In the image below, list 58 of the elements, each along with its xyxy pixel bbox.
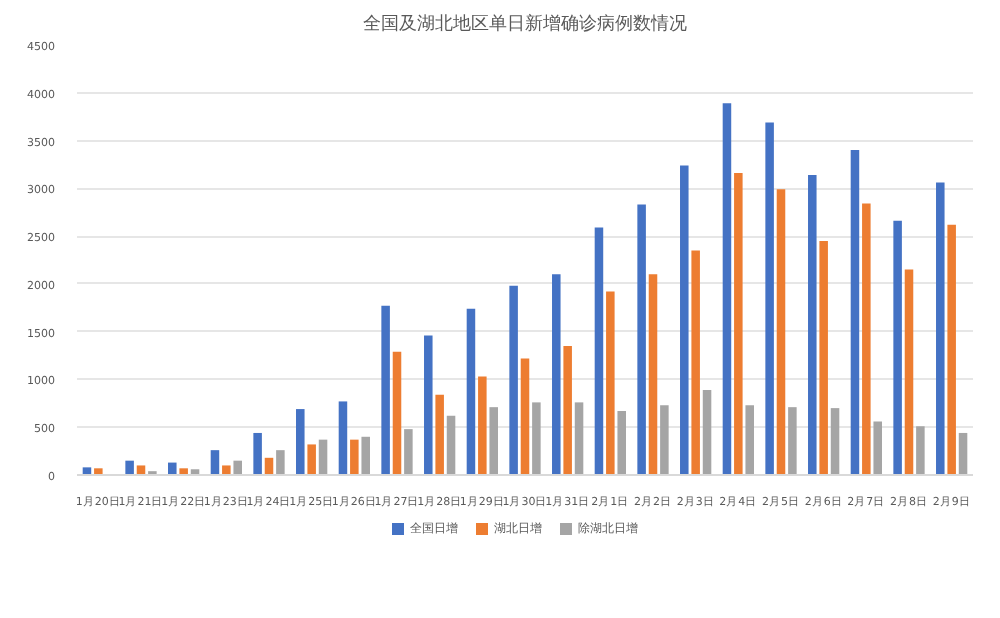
bar [808,174,817,475]
bar [648,274,658,475]
bar [381,305,390,475]
bar [916,426,925,475]
bar [509,285,518,475]
bar [850,150,860,475]
bar [233,460,242,475]
bar [276,450,285,475]
bar [873,421,882,475]
bar [830,408,840,475]
bar [466,308,476,475]
bar [819,240,828,475]
bar [563,346,572,475]
bar [745,405,754,475]
bar [520,358,530,475]
bar [222,465,231,475]
bar [532,402,541,475]
bar [179,468,188,475]
bar [776,189,786,475]
bar [722,103,732,475]
bar [446,415,456,475]
bar [702,389,712,475]
bar [338,401,348,475]
chart-title: 全国及湖北地区单日新增确诊病例数情况 [363,13,687,35]
bar [296,409,305,475]
bar [594,227,604,475]
bar [606,291,615,475]
bar [94,468,103,475]
bar [904,269,914,475]
bar [765,122,774,475]
bar [125,460,134,475]
bar [253,432,262,475]
bar [788,407,797,475]
bar [489,407,498,475]
bar [936,182,945,475]
bar [168,462,177,475]
bar [691,250,700,475]
bar [424,335,433,475]
bar [404,429,413,475]
bar [958,432,968,475]
bar [392,351,402,475]
bar [574,402,584,475]
bar [862,203,871,475]
bar [637,204,646,475]
bar [660,405,669,475]
bar [478,376,487,475]
bar [893,220,902,475]
bar [361,436,370,475]
bar [734,173,743,475]
bar [307,444,316,475]
bar [552,274,561,475]
bar [680,165,689,475]
bar [947,224,956,475]
bar [210,450,220,475]
bar [350,439,359,475]
bar [435,394,444,475]
bar [617,410,626,475]
bar [318,439,328,475]
